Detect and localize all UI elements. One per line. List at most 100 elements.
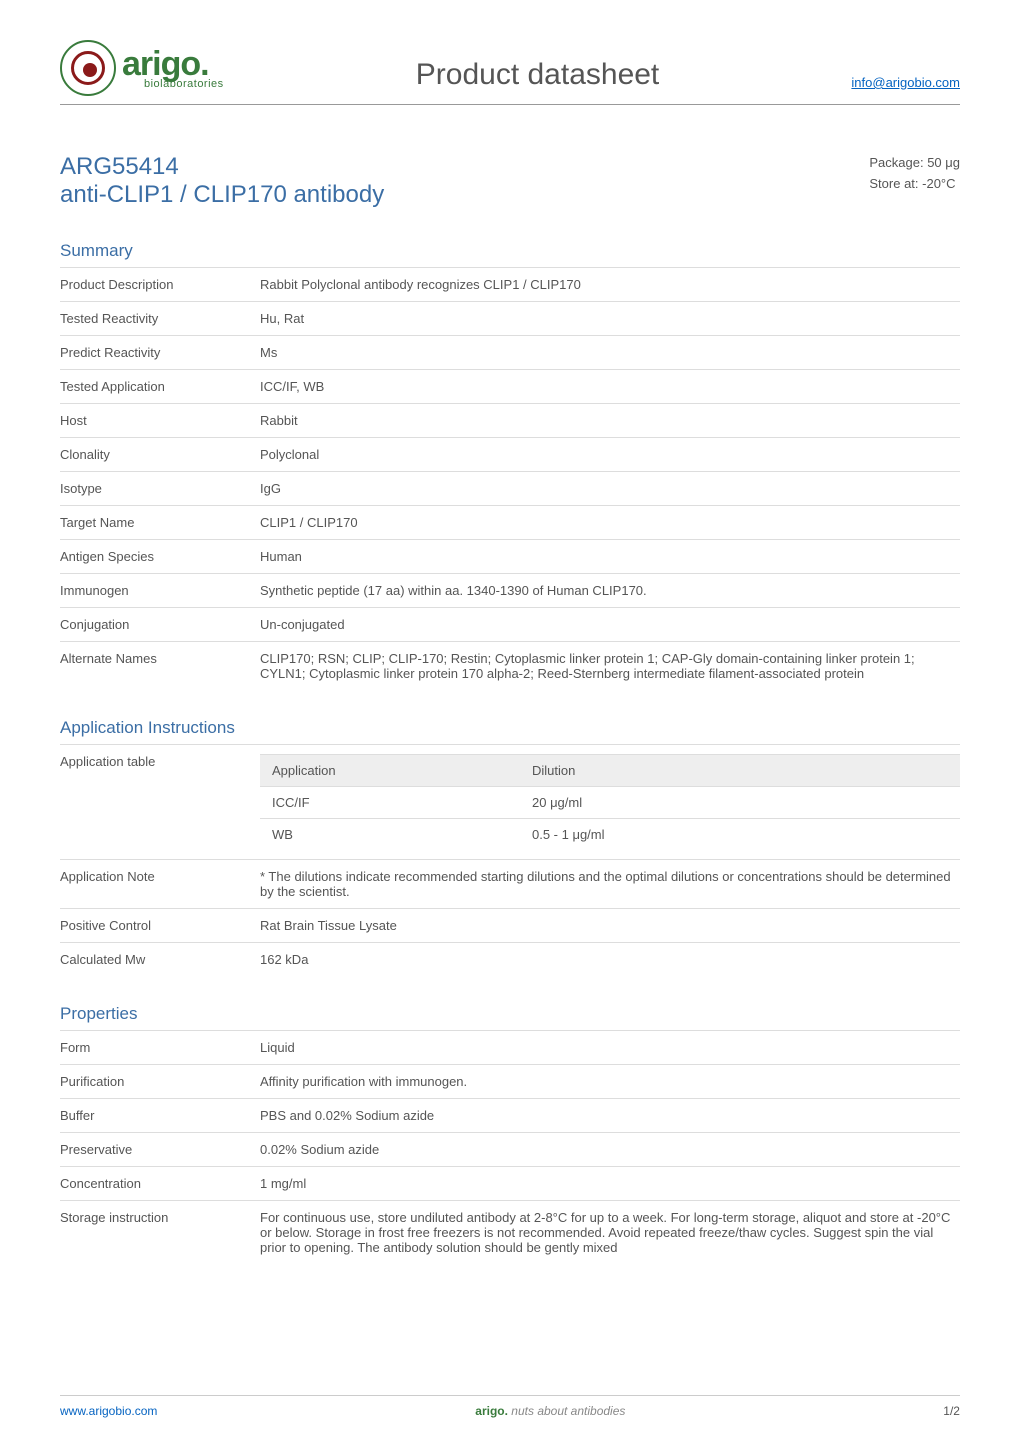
table-row: ConjugationUn-conjugated (60, 608, 960, 642)
product-name: anti-CLIP1 / CLIP170 antibody (60, 181, 384, 209)
application-val: Rat Brain Tissue Lysate (260, 909, 960, 943)
app-name: WB (260, 819, 520, 851)
summary-key: Antigen Species (60, 540, 260, 574)
summary-key: Alternate Names (60, 642, 260, 691)
app-dilution: 0.5 - 1 μg/ml (520, 819, 960, 851)
table-row: ClonalityPolyclonal (60, 438, 960, 472)
footer-tagline: arigo. nuts about antibodies (475, 1404, 625, 1418)
summary-key: Tested Application (60, 370, 260, 404)
application-val: Application Dilution ICC/IF 20 μg/ml WB (260, 745, 960, 860)
properties-val: Affinity purification with immunogen. (260, 1065, 960, 1099)
table-row: Application table Application Dilution I… (60, 745, 960, 860)
section-title-summary: Summary (60, 241, 960, 261)
product-title-block: ARG55414 anti-CLIP1 / CLIP170 antibody (60, 153, 384, 209)
table-row: Predict ReactivityMs (60, 336, 960, 370)
table-row: ImmunogenSynthetic peptide (17 aa) withi… (60, 574, 960, 608)
table-row: Calculated Mw162 kDa (60, 943, 960, 977)
application-key: Calculated Mw (60, 943, 260, 977)
properties-key: Form (60, 1031, 260, 1065)
table-row: Preservative0.02% Sodium azide (60, 1133, 960, 1167)
logo-text: arigo. biolaboratories (122, 47, 224, 90)
summary-val: Rabbit Polyclonal antibody recognizes CL… (260, 268, 960, 302)
table-row: IsotypeIgG (60, 472, 960, 506)
properties-val: For continuous use, store undiluted anti… (260, 1201, 960, 1265)
table-row: Target NameCLIP1 / CLIP170 (60, 506, 960, 540)
summary-key: Product Description (60, 268, 260, 302)
summary-val: Polyclonal (260, 438, 960, 472)
properties-val: PBS and 0.02% Sodium azide (260, 1099, 960, 1133)
summary-key: Conjugation (60, 608, 260, 642)
properties-key: Storage instruction (60, 1201, 260, 1265)
table-row: Antigen SpeciesHuman (60, 540, 960, 574)
logo-subtitle: biolaboratories (144, 79, 224, 90)
application-val: 162 kDa (260, 943, 960, 977)
application-inner-table: Application Dilution ICC/IF 20 μg/ml WB (260, 754, 960, 850)
table-row: Product DescriptionRabbit Polyclonal ant… (60, 268, 960, 302)
application-key: Application Note (60, 860, 260, 909)
col-header-application: Application (260, 755, 520, 787)
summary-key: Host (60, 404, 260, 438)
app-dilution: 20 μg/ml (520, 787, 960, 819)
table-row: ICC/IF 20 μg/ml (260, 787, 960, 819)
table-row: Alternate NamesCLIP170; RSN; CLIP; CLIP-… (60, 642, 960, 691)
footer-tagline-brand: arigo. (475, 1404, 508, 1418)
summary-val: CLIP170; RSN; CLIP; CLIP-170; Restin; Cy… (260, 642, 960, 691)
summary-key: Predict Reactivity (60, 336, 260, 370)
product-meta: Package: 50 μg Store at: -20°C (869, 153, 960, 195)
table-row: BufferPBS and 0.02% Sodium azide (60, 1099, 960, 1133)
properties-key: Preservative (60, 1133, 260, 1167)
page: arigo. biolaboratories Product datasheet… (0, 0, 1020, 1442)
product-code: ARG55414 (60, 153, 384, 181)
table-row: Application Note* The dilutions indicate… (60, 860, 960, 909)
storage-temp: Store at: -20°C (869, 174, 960, 195)
summary-val: Rabbit (260, 404, 960, 438)
table-row: Positive ControlRat Brain Tissue Lysate (60, 909, 960, 943)
table-row: Tested ApplicationICC/IF, WB (60, 370, 960, 404)
application-key: Application table (60, 745, 260, 860)
summary-key: Target Name (60, 506, 260, 540)
summary-val: ICC/IF, WB (260, 370, 960, 404)
summary-key: Immunogen (60, 574, 260, 608)
logo-swirl-inner-icon (71, 51, 105, 85)
footer-page-number: 1/2 (943, 1404, 960, 1418)
summary-key: Isotype (60, 472, 260, 506)
package-size: Package: 50 μg (869, 153, 960, 174)
summary-val: Human (260, 540, 960, 574)
footer-tagline-rest: nuts about antibodies (511, 1404, 625, 1418)
table-row: Storage instructionFor continuous use, s… (60, 1201, 960, 1265)
logo: arigo. biolaboratories (60, 40, 224, 96)
summary-val: IgG (260, 472, 960, 506)
application-key: Positive Control (60, 909, 260, 943)
section-title-application: Application Instructions (60, 718, 960, 738)
table-row: Concentration1 mg/ml (60, 1167, 960, 1201)
summary-val: Un-conjugated (260, 608, 960, 642)
summary-key: Tested Reactivity (60, 302, 260, 336)
summary-val: Synthetic peptide (17 aa) within aa. 134… (260, 574, 960, 608)
section-title-properties: Properties (60, 1004, 960, 1024)
email-link[interactable]: info@arigobio.com (851, 75, 960, 96)
properties-key: Purification (60, 1065, 260, 1099)
table-row: HostRabbit (60, 404, 960, 438)
product-heading: ARG55414 anti-CLIP1 / CLIP170 antibody P… (60, 153, 960, 209)
summary-table: Product DescriptionRabbit Polyclonal ant… (60, 267, 960, 690)
properties-key: Buffer (60, 1099, 260, 1133)
summary-val: Hu, Rat (260, 302, 960, 336)
footer: www.arigobio.com arigo. nuts about antib… (60, 1395, 960, 1418)
properties-val: Liquid (260, 1031, 960, 1065)
col-header-dilution: Dilution (520, 755, 960, 787)
table-row: Application Dilution (260, 755, 960, 787)
application-section: Application Instructions Application tab… (60, 718, 960, 976)
summary-key: Clonality (60, 438, 260, 472)
properties-val: 0.02% Sodium azide (260, 1133, 960, 1167)
properties-key: Concentration (60, 1167, 260, 1201)
document-title: Product datasheet (224, 58, 852, 96)
table-row: Tested ReactivityHu, Rat (60, 302, 960, 336)
properties-val: 1 mg/ml (260, 1167, 960, 1201)
table-row: WB 0.5 - 1 μg/ml (260, 819, 960, 851)
header: arigo. biolaboratories Product datasheet… (60, 40, 960, 105)
footer-site-link[interactable]: www.arigobio.com (60, 1404, 157, 1418)
logo-word: arigo. (122, 47, 224, 81)
application-table: Application table Application Dilution I… (60, 744, 960, 976)
logo-swirl-icon (60, 40, 116, 96)
table-row: FormLiquid (60, 1031, 960, 1065)
